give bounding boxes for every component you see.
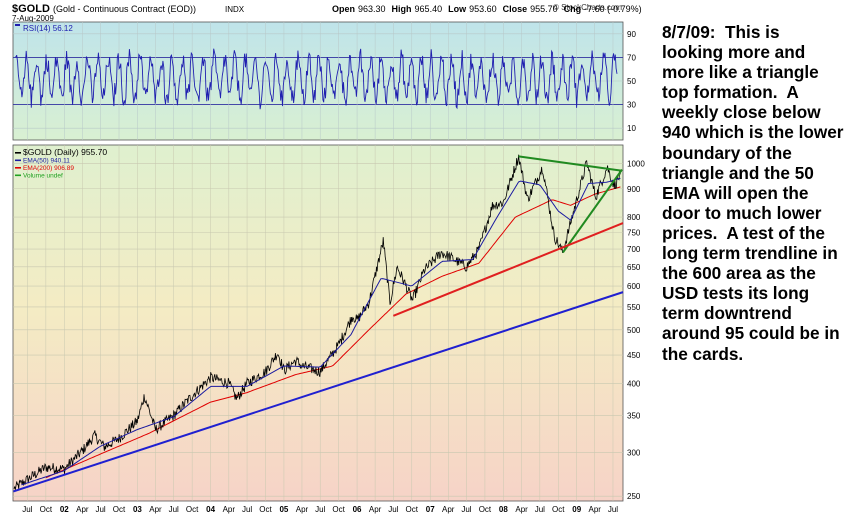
ohlc-readout: Open 963.30 High 965.40 Low 953.60 Close 955.70… xyxy=(332,4,642,14)
rsi-tick-label: 30 xyxy=(627,101,636,110)
price-tick-label: 650 xyxy=(627,263,641,272)
x-tick-label: Jul xyxy=(95,505,105,514)
x-tick-label: Apr xyxy=(149,505,162,514)
red-trendline xyxy=(392,222,624,317)
x-tick-label: Jul xyxy=(388,505,398,514)
ohlc-value: 953.60 xyxy=(469,4,497,14)
legend-label: Volume undef xyxy=(23,173,63,180)
legend-label: EMA(50) 940.11 xyxy=(23,158,70,165)
price-tick-label: 900 xyxy=(627,185,641,194)
price-tick-label: 800 xyxy=(627,213,641,222)
ohlc-value: 955.70 xyxy=(530,4,558,14)
rsi-tick-label: 10 xyxy=(627,124,636,133)
blue-trendline xyxy=(13,291,624,493)
x-tick-label: 03 xyxy=(133,505,142,514)
ohlc-value: 965.40 xyxy=(415,4,443,14)
price-grid xyxy=(13,145,623,501)
x-tick-label: Apr xyxy=(296,505,309,514)
legend-label: EMA(200) 906.89 xyxy=(23,165,74,172)
x-tick-label: 05 xyxy=(279,505,288,514)
x-tick-label: Jul xyxy=(242,505,252,514)
price-tick-label: 550 xyxy=(627,303,641,312)
legend-swatch xyxy=(15,174,21,177)
watermark: © StockCharts.com xyxy=(553,3,622,12)
legend-swatch xyxy=(15,159,21,162)
x-tick-label: Oct xyxy=(113,505,126,514)
chart-symbol: $GOLD xyxy=(12,3,50,15)
chart-description: (Gold - Continuous Contract (EOD)) xyxy=(53,4,196,14)
ohlc-label: Low xyxy=(448,4,467,14)
price-tick-label: 750 xyxy=(627,229,641,238)
price-tick-label: 450 xyxy=(627,351,641,360)
x-tick-label: Apr xyxy=(589,505,602,514)
chart-date: 7-Aug-2009 xyxy=(12,14,54,23)
x-tick-label: 07 xyxy=(426,505,435,514)
rsi-tick-label: 90 xyxy=(627,30,636,39)
x-tick-label: 02 xyxy=(60,505,69,514)
x-tick-label: Jul xyxy=(461,505,471,514)
ohlc-value: -7.60 (-0.79%) xyxy=(584,4,642,14)
price-line xyxy=(13,154,621,490)
x-tick-label: Oct xyxy=(332,505,345,514)
x-tick-label: Jul xyxy=(608,505,618,514)
x-tick-label: Apr xyxy=(223,505,236,514)
ema200-line xyxy=(45,186,621,479)
price-panel xyxy=(12,144,624,502)
x-tick-label: Oct xyxy=(406,505,419,514)
triangle-lower xyxy=(562,168,623,254)
x-tick-label: Apr xyxy=(76,505,89,514)
x-tick-label: Oct xyxy=(552,505,565,514)
price-y-axis: 250 300 350 400 450 500 550 600 650 700 750 800 900 1… xyxy=(627,159,645,501)
x-tick-label: Apr xyxy=(369,505,382,514)
triangle-upper xyxy=(518,155,623,172)
x-axis: Jul Oct 02 Apr Jul Oct 03 Apr Jul Oct 04 Apr Jul Oct 0… xyxy=(22,505,618,514)
rsi-line xyxy=(14,48,618,110)
rsi-grid xyxy=(13,22,623,140)
rsi-tick-label: 70 xyxy=(627,53,636,62)
x-tick-label: Apr xyxy=(442,505,455,514)
price-tick-label: 700 xyxy=(627,245,641,254)
x-tick-label: Oct xyxy=(40,505,53,514)
legend-label: RSI(14) 56.12 xyxy=(23,24,73,33)
x-tick-label: 09 xyxy=(572,505,581,514)
x-tick-label: 08 xyxy=(499,505,508,514)
ohlc-label: Open xyxy=(332,4,355,14)
rsi-tick-label: 50 xyxy=(627,77,636,86)
legend-swatch xyxy=(15,167,21,169)
price-tick-label: 500 xyxy=(627,326,641,335)
x-tick-label: 04 xyxy=(206,505,215,514)
price-tick-label: 250 xyxy=(627,492,641,501)
legend-swatch xyxy=(15,24,20,26)
x-tick-label: Oct xyxy=(479,505,492,514)
ohlc-label: High xyxy=(392,4,412,14)
x-tick-label: Apr xyxy=(515,505,528,514)
ema50-line xyxy=(21,177,621,486)
trendlines xyxy=(13,155,624,493)
chart-exchange: INDX xyxy=(225,5,245,14)
ohlc-value: 963.30 xyxy=(358,4,386,14)
annotation-text: 8/7/09: This is looking more and more li… xyxy=(662,22,849,364)
ohlc-label: Close xyxy=(503,4,528,14)
price-tick-label: 400 xyxy=(627,379,641,388)
price-tick-label: 600 xyxy=(627,282,641,291)
ohlc-label: Chg xyxy=(564,4,582,14)
x-tick-label: Jul xyxy=(169,505,179,514)
x-tick-label: Jul xyxy=(315,505,325,514)
x-tick-label: Oct xyxy=(186,505,199,514)
legend-label: $GOLD (Daily) 955.70 xyxy=(23,147,107,157)
price-tick-label: 1000 xyxy=(627,159,645,168)
rsi-y-axis: 10 30 50 70 90 xyxy=(627,30,636,133)
price-tick-label: 350 xyxy=(627,411,641,420)
x-tick-label: Jul xyxy=(22,505,32,514)
price-tick-label: 300 xyxy=(627,448,641,457)
x-tick-label: Oct xyxy=(259,505,272,514)
x-tick-label: Jul xyxy=(535,505,545,514)
rsi-legend: RSI(14) 56.12 xyxy=(15,24,73,33)
legend-swatch xyxy=(15,152,21,154)
x-tick-label: 06 xyxy=(353,505,362,514)
